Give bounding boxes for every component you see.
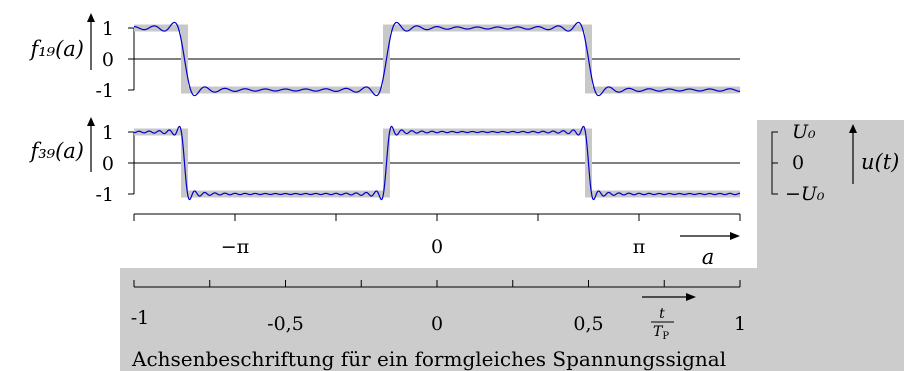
time-axis-arrowhead — [686, 293, 696, 301]
a-axis-tick-label: π — [633, 236, 646, 258]
f39-ytick-label-m1: -1 — [95, 184, 114, 206]
time-axis-tick-label: 1 — [734, 313, 746, 335]
voltage-axis-bracket — [771, 131, 778, 195]
f19-ytick-label-0: 0 — [102, 49, 114, 71]
f19-ytick-label-m1: -1 — [95, 80, 114, 102]
a-axis: a −π 0 π — [133, 213, 741, 269]
time-axis-tick-label: -0,5 — [267, 313, 304, 335]
time-axis-tick-label: 0,5 — [573, 313, 603, 335]
voltage-tick-label-mu0: −U₀ — [785, 183, 825, 205]
time-axis-label-denominator-sub: P — [662, 331, 669, 342]
voltage-axis-label: u(t) — [861, 150, 899, 174]
time-axis-label-denominator: TP — [653, 324, 669, 342]
time-axis: t TP -1 -0,5 0 0,5 1 — [131, 280, 746, 342]
caption: Achsenbeschriftung für ein formgleiches … — [131, 347, 726, 371]
f39-ylabel-arrowhead — [87, 117, 95, 126]
plot-f19: 1 0 -1 f₁₉(a) — [28, 13, 741, 102]
voltage-tick-label-u0: U₀ — [792, 121, 816, 143]
voltage-axis: U₀ 0 −U₀ u(t) — [771, 121, 899, 205]
time-axis-label-numerator: t — [659, 306, 665, 322]
f19-fourier-curve — [133, 21, 741, 97]
voltage-panel-background — [120, 120, 904, 371]
a-axis-label: a — [702, 245, 715, 269]
f19-ylabel-arrowhead — [87, 13, 95, 22]
a-axis-tick-label: 0 — [431, 236, 443, 258]
plot-f39: 1 0 -1 f₃₉(a) — [28, 117, 741, 206]
f39-ytick-label-0: 0 — [102, 153, 114, 175]
voltage-tick-label-0: 0 — [792, 152, 804, 174]
f19-ylabel: f₁₉(a) — [28, 37, 84, 61]
time-axis-tick-label: 0 — [431, 313, 443, 335]
time-axis-label-denominator-t: T — [653, 324, 664, 340]
f39-fourier-curve — [133, 125, 741, 201]
f19-ytick-label-1: 1 — [102, 18, 114, 40]
f39-ytick-label-1: 1 — [102, 122, 114, 144]
voltage-axis-arrowhead — [849, 124, 857, 133]
a-axis-tick-label: −π — [221, 236, 249, 258]
time-axis-tick-label: -1 — [131, 307, 150, 329]
a-axis-arrowhead — [730, 232, 740, 240]
f39-ylabel: f₃₉(a) — [28, 139, 84, 163]
